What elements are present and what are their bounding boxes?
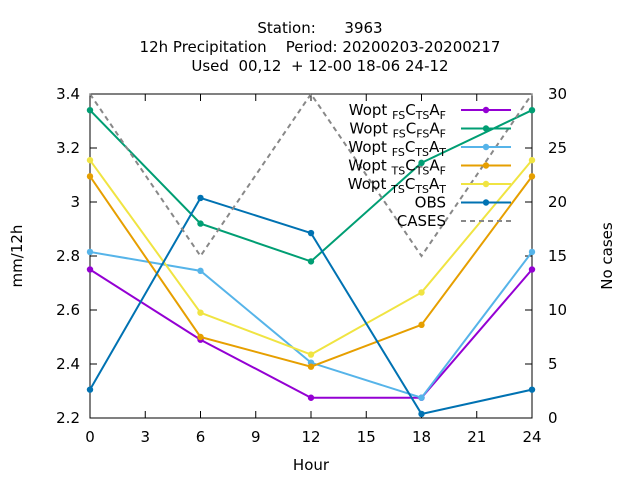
title-line: 12h Precipitation Period: 20200203-20200… bbox=[140, 38, 501, 56]
series-point bbox=[418, 410, 425, 418]
y-tick-label: 2.8 bbox=[56, 247, 80, 265]
series-point bbox=[86, 248, 94, 256]
series-point bbox=[197, 267, 204, 275]
legend-marker bbox=[482, 125, 490, 132]
series-point bbox=[307, 394, 315, 401]
x-tick-label: 21 bbox=[467, 428, 486, 446]
series-point bbox=[528, 266, 536, 273]
y-tick-label: 2.2 bbox=[56, 409, 80, 427]
x-tick-label: 3 bbox=[140, 428, 150, 446]
y-tick-label: 3.2 bbox=[56, 139, 80, 157]
y-tick-label: 3.4 bbox=[56, 85, 80, 103]
legend-marker bbox=[482, 162, 490, 169]
series-line bbox=[89, 92, 533, 258]
x-tick-label: 24 bbox=[522, 428, 541, 446]
legend-label: Wopt FSCTSAT bbox=[348, 138, 446, 159]
x-tick-label: 6 bbox=[196, 428, 206, 446]
title-line: Station: 3963 bbox=[257, 19, 382, 37]
series-point bbox=[86, 173, 94, 180]
x-tick-label: 9 bbox=[251, 428, 261, 446]
y-axis-label: mm/12h bbox=[8, 225, 26, 288]
y-tick-label: 2.6 bbox=[56, 301, 80, 319]
series-point bbox=[86, 266, 94, 273]
y-tick-label: 2.4 bbox=[56, 355, 80, 373]
y2-tick-label: 20 bbox=[548, 193, 567, 211]
legend-label: CASES bbox=[397, 212, 446, 230]
y2-tick-label: 15 bbox=[548, 247, 567, 265]
series-point bbox=[528, 156, 536, 164]
y2-tick-label: 25 bbox=[548, 139, 567, 157]
series-point bbox=[307, 363, 315, 370]
x-tick-label: 12 bbox=[301, 428, 320, 446]
series-point bbox=[418, 159, 425, 167]
title-line: Used 00,12 + 12-00 18-06 24-12 bbox=[191, 57, 448, 75]
series-point bbox=[528, 107, 536, 114]
series-point bbox=[307, 351, 315, 358]
legend-marker bbox=[482, 106, 490, 114]
series-point bbox=[418, 394, 425, 401]
series-point bbox=[197, 220, 204, 227]
legend-label: Wopt FSCTSAF bbox=[349, 101, 446, 122]
series-line bbox=[89, 159, 533, 356]
legend-label: Wopt TSCTSAF bbox=[348, 157, 446, 178]
y2-axis-label: No cases bbox=[598, 222, 616, 290]
y2-tick-label: 10 bbox=[548, 301, 567, 319]
legend-label: Wopt FSCFSAF bbox=[349, 120, 446, 141]
axes: 0 3 6 9 12 15 18 21 24 2.2 2.4 2.6 2.8 3 3.2 3.4 0 5 10 15 2… bbox=[8, 85, 616, 474]
series-line bbox=[89, 268, 533, 399]
y2-tick-label: 30 bbox=[548, 85, 567, 103]
series-point bbox=[418, 321, 425, 329]
series-point bbox=[528, 248, 536, 256]
series-point bbox=[86, 386, 94, 393]
legend-marker bbox=[482, 143, 490, 151]
series-group bbox=[86, 92, 536, 418]
series-point bbox=[86, 156, 94, 164]
y-tick-label: 3 bbox=[70, 193, 80, 211]
y2-tick-label: 5 bbox=[548, 355, 558, 373]
series-point bbox=[197, 333, 204, 341]
series-point bbox=[197, 194, 204, 202]
series-point bbox=[528, 173, 536, 180]
series-point bbox=[86, 107, 94, 114]
series-point bbox=[197, 309, 204, 316]
x-tick-label: 18 bbox=[412, 428, 431, 446]
series-point bbox=[307, 229, 315, 237]
legend-marker bbox=[482, 180, 490, 188]
legend-marker bbox=[482, 199, 490, 206]
x-tick-label: 15 bbox=[357, 428, 376, 446]
x-axis-label: Hour bbox=[293, 456, 330, 474]
legend-label: OBS bbox=[415, 194, 446, 212]
legend-label: Wopt TSCTSAT bbox=[348, 175, 446, 196]
series-point bbox=[528, 386, 536, 393]
series-point bbox=[418, 289, 425, 296]
y2-tick-label: 0 bbox=[548, 409, 558, 427]
x-tick-label: 0 bbox=[85, 428, 95, 446]
series-point bbox=[307, 258, 315, 265]
